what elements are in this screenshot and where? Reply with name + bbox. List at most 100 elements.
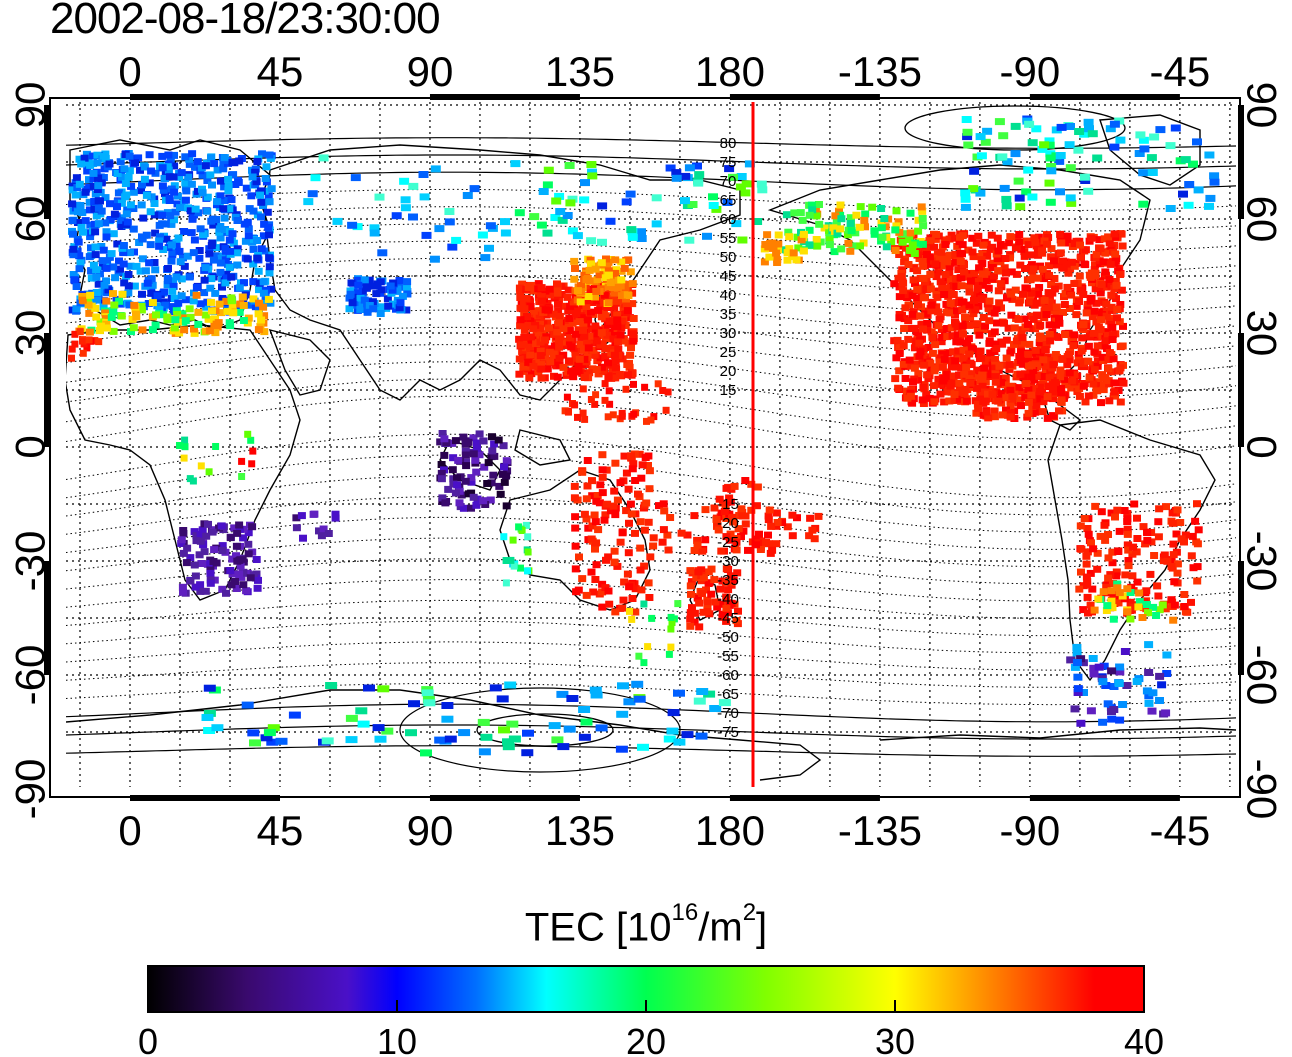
tec-pixel <box>94 292 103 300</box>
tec-pixel <box>1047 253 1056 261</box>
tec-pixel <box>1056 366 1065 374</box>
tec-pixel <box>1154 592 1163 600</box>
tec-pixel <box>982 277 991 285</box>
tec-pixel <box>1039 356 1048 364</box>
tec-pixel <box>249 245 258 253</box>
tec-pixel <box>577 282 585 290</box>
tec-pixel <box>94 204 103 212</box>
tec-pixel <box>899 287 908 295</box>
tec-pixel <box>1065 194 1076 202</box>
tec-pixel <box>1187 598 1195 606</box>
tec-pixel <box>137 187 145 195</box>
tec-pixel <box>1180 591 1189 598</box>
tec-pixel <box>1133 578 1142 586</box>
tec-pixel <box>847 227 856 235</box>
tec-pixel <box>616 538 625 546</box>
tec-pixel <box>356 295 365 302</box>
tec-pixel <box>1091 261 1099 269</box>
tec-pixel <box>638 461 647 469</box>
tec-pixel <box>522 294 531 302</box>
tec-pixel <box>908 241 917 249</box>
tec-pixel <box>78 296 87 304</box>
contour-line <box>66 579 1236 619</box>
tec-pixel <box>998 132 1009 140</box>
tec-pixel <box>1044 179 1055 187</box>
tec-pixel <box>1089 664 1099 672</box>
tec-pixel <box>968 185 979 193</box>
tec-pixel <box>1081 261 1090 269</box>
tec-pixel <box>710 504 719 512</box>
tec-pixel <box>741 180 752 188</box>
tec-pixel <box>699 608 708 616</box>
tec-pixel <box>908 399 917 407</box>
tec-pixel <box>467 504 475 512</box>
tec-pixel <box>1059 308 1067 316</box>
tec-pixel <box>973 285 982 292</box>
tec-pixel <box>895 293 904 301</box>
tec-pixel <box>92 313 101 321</box>
left-lat-label: 0 <box>7 435 54 458</box>
tec-pixel <box>543 166 554 174</box>
tec-pixel <box>1053 353 1061 361</box>
tec-pixel <box>905 356 914 364</box>
tec-pixel <box>228 230 237 238</box>
tec-pixel <box>1105 349 1114 357</box>
tec-pixel <box>696 688 709 695</box>
tec-pixel <box>622 256 631 264</box>
tec-pixel <box>1102 607 1111 614</box>
tec-pixel <box>915 339 924 347</box>
tec-pixel <box>994 267 1003 275</box>
tec-pixel <box>486 496 495 504</box>
tec-pixel <box>785 233 794 241</box>
tec-pixel <box>729 576 738 584</box>
tec-pixel <box>408 182 419 190</box>
tec-pixel <box>1086 707 1096 715</box>
tec-pixel <box>868 203 877 211</box>
tec-pixel <box>1073 685 1083 693</box>
tec-pixel <box>402 306 411 314</box>
tec-pixel <box>233 261 242 269</box>
tec-pixel <box>914 227 923 235</box>
tec-pixel <box>571 355 580 363</box>
tec-pixel <box>219 165 228 173</box>
tec-pixel <box>1169 540 1178 548</box>
tec-pixel <box>217 522 226 530</box>
tec-pixel <box>572 310 581 318</box>
tec-pixel <box>730 482 739 490</box>
tec-pixel <box>1142 601 1151 608</box>
tec-pixel <box>918 215 927 222</box>
tec-pixel <box>1076 254 1085 262</box>
tec-pixel <box>1075 392 1084 400</box>
tec-pixel <box>437 475 446 483</box>
tec-pixel <box>693 594 702 602</box>
tec-pixel <box>955 379 964 387</box>
tec-pixel <box>649 542 658 550</box>
tec-pixel <box>1083 187 1094 195</box>
tec-pixel <box>78 209 87 216</box>
tec-pixel <box>81 188 90 196</box>
tec-pixel <box>1046 298 1054 306</box>
tec-pixel <box>211 289 220 297</box>
tec-pixel <box>257 213 265 221</box>
tec-pixel <box>684 236 695 244</box>
tec-pixel <box>1051 379 1059 387</box>
tec-pixel <box>810 535 819 543</box>
tec-pixel <box>236 562 245 570</box>
tec-pixel <box>924 344 933 351</box>
tec-pixel <box>617 682 629 690</box>
tec-pixel <box>500 463 508 471</box>
tec-pixel <box>515 370 524 378</box>
tec-pixel <box>114 189 123 197</box>
tec-pixel <box>142 191 151 199</box>
tec-pixel <box>233 529 242 537</box>
tec-pixel <box>132 313 141 321</box>
tec-pixel <box>693 697 706 705</box>
tec-pixel <box>227 297 236 305</box>
tec-pixel <box>247 192 256 200</box>
tec-pixel <box>212 244 221 252</box>
tec-pixel <box>716 585 725 593</box>
tec-pixel <box>952 275 960 282</box>
tec-pixel <box>965 321 974 329</box>
tec-pixel <box>105 160 114 168</box>
tec-pixel <box>1193 500 1201 508</box>
